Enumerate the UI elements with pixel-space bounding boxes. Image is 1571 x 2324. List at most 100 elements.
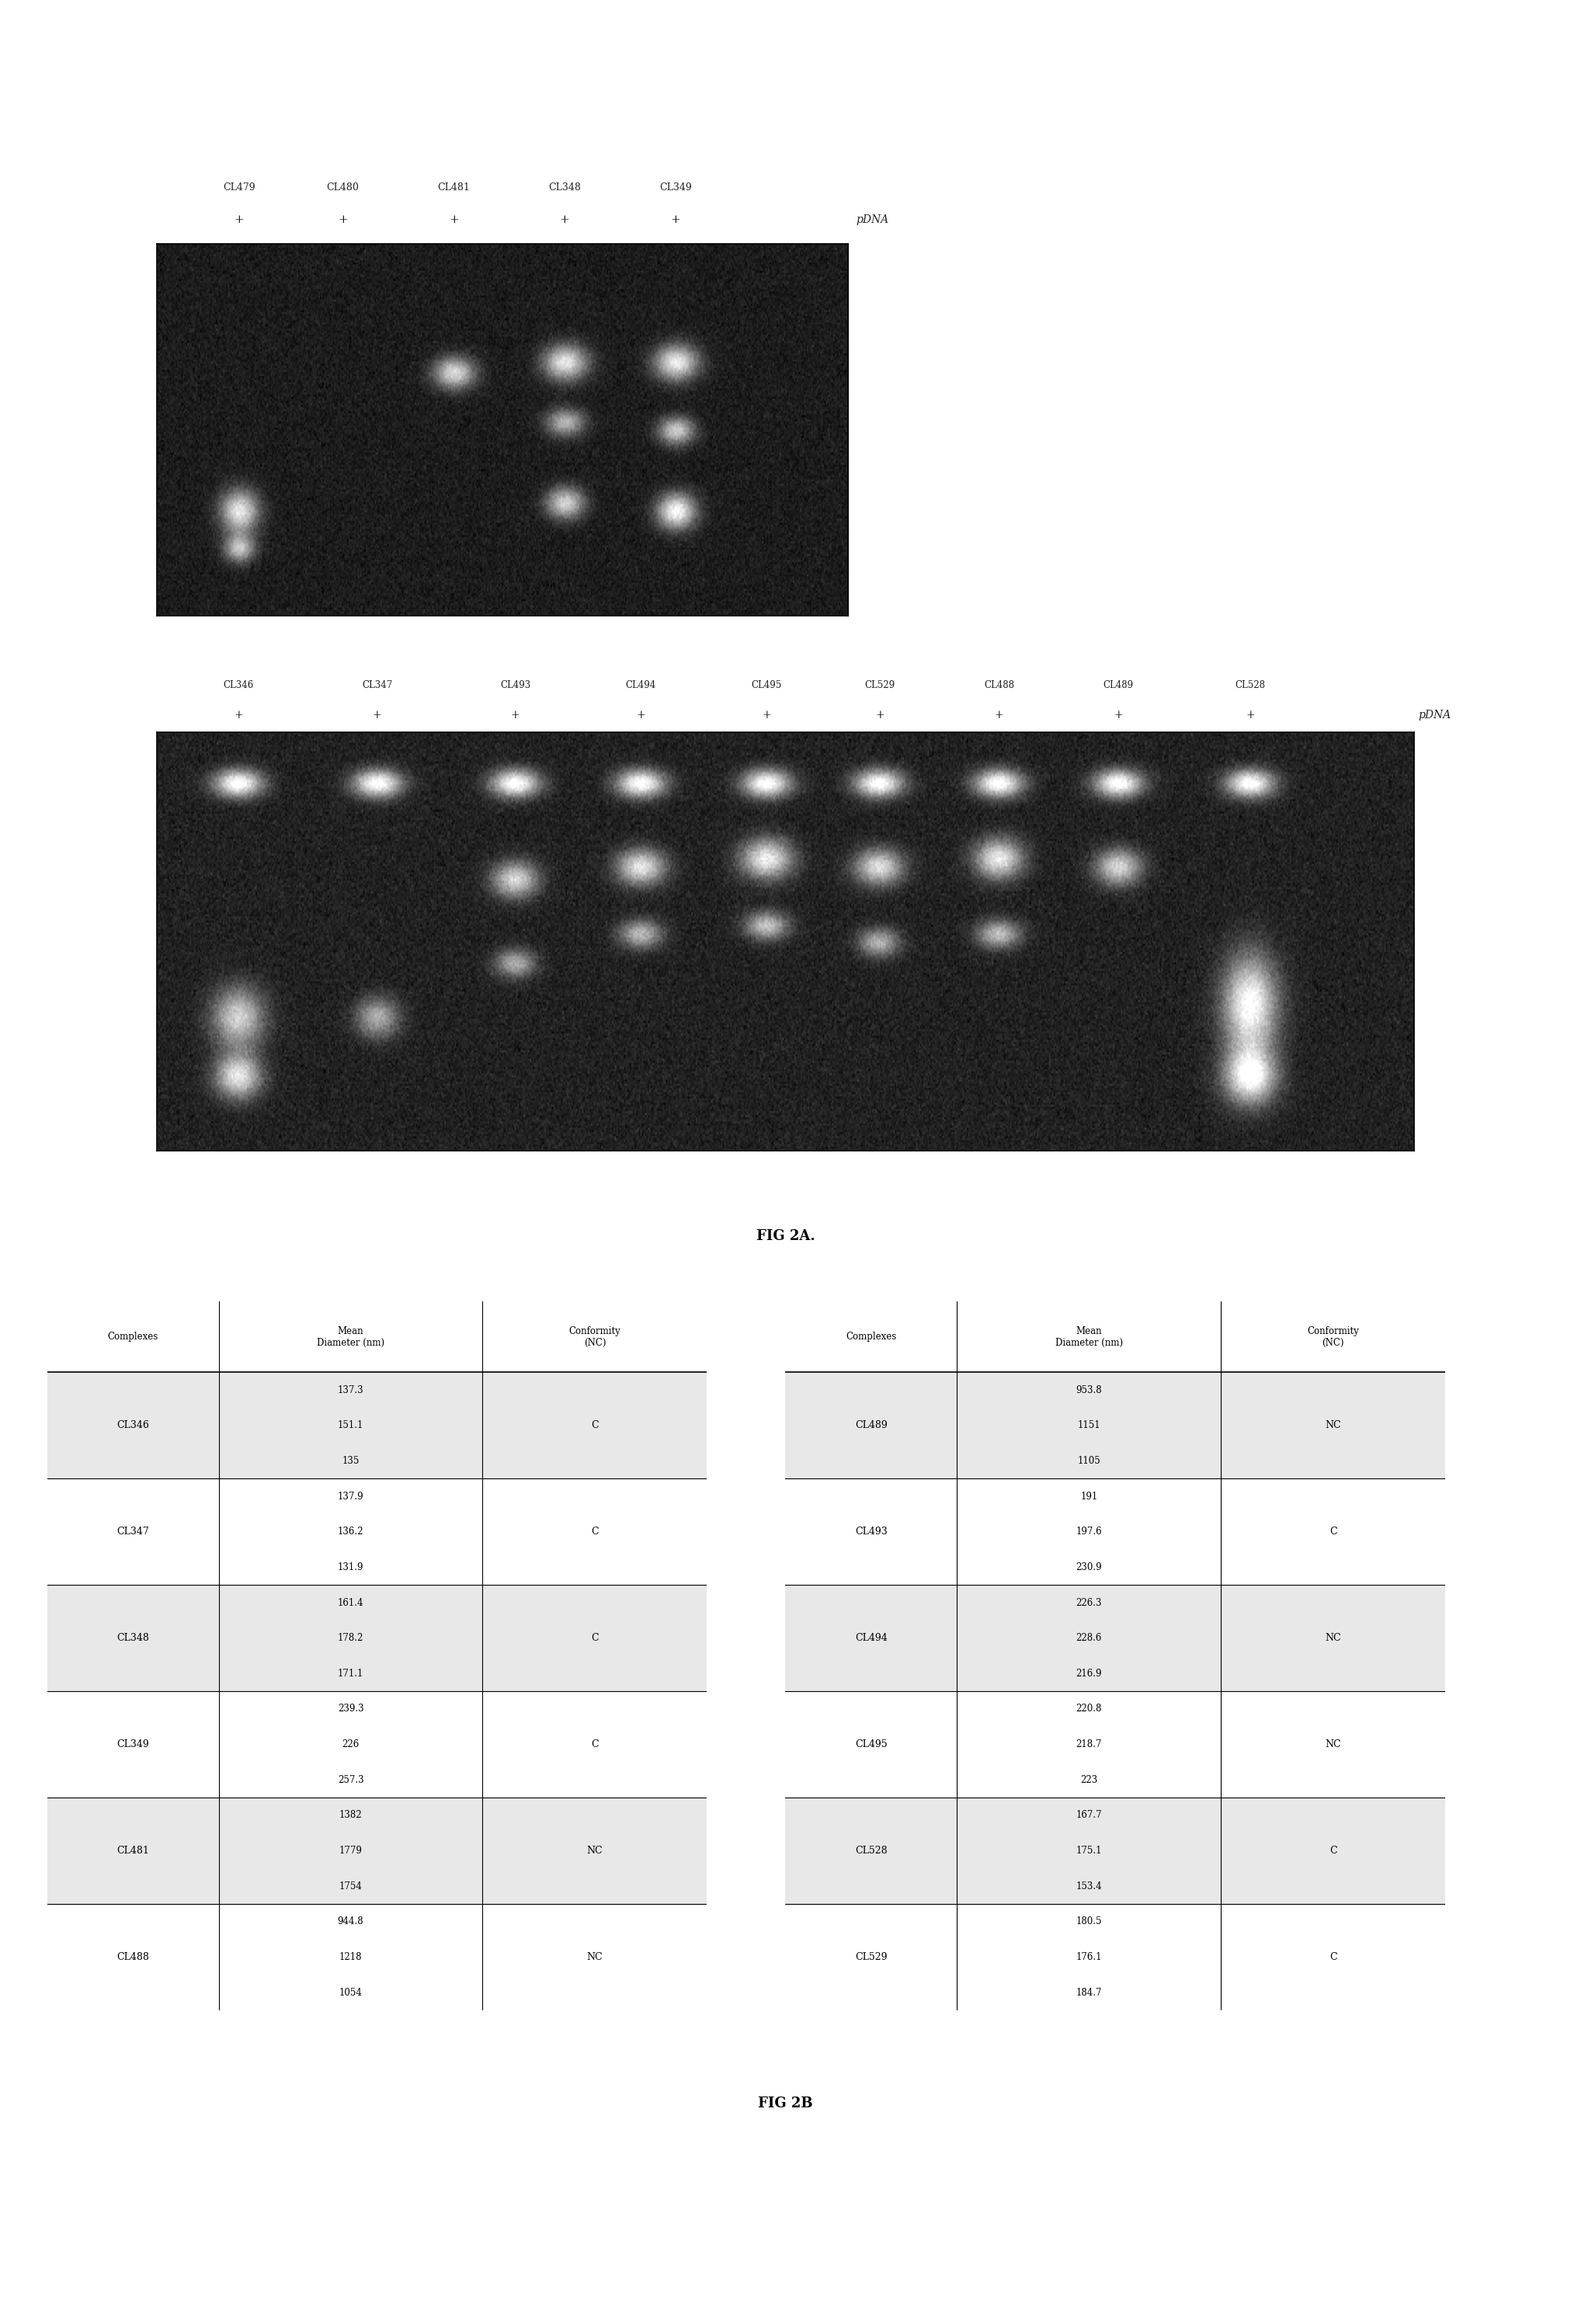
Bar — [786, 1371, 1445, 1478]
Text: CL528: CL528 — [1235, 681, 1266, 690]
Text: CL488: CL488 — [983, 681, 1015, 690]
Text: NC: NC — [588, 1845, 603, 1857]
Text: 220.8: 220.8 — [1076, 1703, 1101, 1715]
Text: C: C — [591, 1738, 599, 1750]
Text: 131.9: 131.9 — [338, 1562, 363, 1573]
Text: +: + — [671, 214, 680, 225]
Text: 178.2: 178.2 — [338, 1634, 363, 1643]
Text: 136.2: 136.2 — [338, 1527, 363, 1536]
Text: CL489: CL489 — [1103, 681, 1134, 690]
Text: Complexes: Complexes — [845, 1332, 897, 1341]
Text: Mean
Diameter (nm): Mean Diameter (nm) — [317, 1327, 385, 1348]
Bar — [47, 1371, 707, 1478]
Text: 137.9: 137.9 — [338, 1492, 364, 1501]
Text: CL493: CL493 — [500, 681, 531, 690]
Text: 1382: 1382 — [339, 1810, 363, 1820]
Bar — [786, 1799, 1445, 1903]
Text: 944.8: 944.8 — [338, 1917, 364, 1927]
Text: 216.9: 216.9 — [1076, 1669, 1101, 1678]
Text: CL349: CL349 — [116, 1738, 149, 1750]
Text: CL489: CL489 — [855, 1420, 888, 1432]
Text: CL348: CL348 — [548, 184, 581, 193]
Text: CL347: CL347 — [116, 1527, 149, 1536]
Text: 161.4: 161.4 — [338, 1597, 363, 1608]
Text: +: + — [1114, 709, 1123, 720]
Text: CL495: CL495 — [855, 1738, 888, 1750]
Text: +: + — [449, 214, 459, 225]
Text: 218.7: 218.7 — [1076, 1738, 1101, 1750]
Text: CL494: CL494 — [625, 681, 657, 690]
Text: CL495: CL495 — [751, 681, 782, 690]
Text: +: + — [338, 214, 347, 225]
Text: +: + — [1246, 709, 1255, 720]
Bar — [786, 1301, 1445, 1371]
Text: CL346: CL346 — [116, 1420, 149, 1432]
Text: CL349: CL349 — [660, 184, 691, 193]
Text: 153.4: 153.4 — [1076, 1880, 1103, 1892]
Text: 180.5: 180.5 — [1076, 1917, 1101, 1927]
Text: 257.3: 257.3 — [338, 1776, 364, 1785]
Bar — [47, 1903, 707, 2010]
Text: C: C — [1329, 1952, 1337, 1961]
Text: 1151: 1151 — [1078, 1420, 1101, 1432]
Text: C: C — [591, 1527, 599, 1536]
Text: CL348: CL348 — [116, 1634, 149, 1643]
Text: 228.6: 228.6 — [1076, 1634, 1101, 1643]
Text: CL479: CL479 — [223, 184, 256, 193]
Text: 1054: 1054 — [339, 1987, 363, 1999]
Text: FIG 2B: FIG 2B — [759, 2096, 812, 2110]
Text: C: C — [591, 1634, 599, 1643]
Text: +: + — [559, 214, 570, 225]
Bar — [786, 1585, 1445, 1692]
Text: 176.1: 176.1 — [1076, 1952, 1101, 1961]
Text: +: + — [762, 709, 771, 720]
Text: +: + — [372, 709, 382, 720]
Text: +: + — [234, 709, 244, 720]
Bar — [786, 1692, 1445, 1799]
Text: 1105: 1105 — [1078, 1455, 1101, 1466]
Bar — [786, 1478, 1445, 1585]
Text: 230.9: 230.9 — [1076, 1562, 1103, 1573]
Text: CL346: CL346 — [223, 681, 255, 690]
Text: Conformity
(NC): Conformity (NC) — [569, 1327, 621, 1348]
Text: 1218: 1218 — [339, 1952, 361, 1961]
Text: 1754: 1754 — [339, 1880, 363, 1892]
Text: 184.7: 184.7 — [1076, 1987, 1101, 1999]
Text: pDNA: pDNA — [856, 214, 889, 225]
Text: CL480: CL480 — [327, 184, 360, 193]
Text: 953.8: 953.8 — [1076, 1385, 1103, 1394]
Text: +: + — [636, 709, 646, 720]
Text: 151.1: 151.1 — [338, 1420, 363, 1432]
Bar — [47, 1478, 707, 1585]
Text: 137.3: 137.3 — [338, 1385, 364, 1394]
Text: CL529: CL529 — [855, 1952, 888, 1961]
Text: 197.6: 197.6 — [1076, 1527, 1103, 1536]
Text: 239.3: 239.3 — [338, 1703, 364, 1715]
Text: +: + — [511, 709, 520, 720]
Text: CL481: CL481 — [437, 184, 470, 193]
Text: 223: 223 — [1081, 1776, 1098, 1785]
Bar — [47, 1301, 707, 1371]
Text: CL494: CL494 — [855, 1634, 888, 1643]
Text: CL493: CL493 — [855, 1527, 888, 1536]
Text: CL488: CL488 — [116, 1952, 149, 1961]
Text: CL528: CL528 — [855, 1845, 888, 1857]
Text: CL481: CL481 — [116, 1845, 149, 1857]
Bar — [786, 1903, 1445, 2010]
Text: NC: NC — [1326, 1634, 1342, 1643]
Text: NC: NC — [588, 1952, 603, 1961]
Text: +: + — [875, 709, 884, 720]
Text: 226: 226 — [342, 1738, 360, 1750]
Text: Conformity
(NC): Conformity (NC) — [1307, 1327, 1359, 1348]
Text: CL347: CL347 — [361, 681, 393, 690]
Text: +: + — [234, 214, 244, 225]
Text: 226.3: 226.3 — [1076, 1597, 1101, 1608]
Text: C: C — [591, 1420, 599, 1432]
Text: Mean
Diameter (nm): Mean Diameter (nm) — [1056, 1327, 1123, 1348]
Text: 167.7: 167.7 — [1076, 1810, 1103, 1820]
Text: C: C — [1329, 1845, 1337, 1857]
Text: 175.1: 175.1 — [1076, 1845, 1101, 1857]
Text: pDNA: pDNA — [1419, 709, 1452, 720]
Text: Complexes: Complexes — [107, 1332, 159, 1341]
Text: 1779: 1779 — [339, 1845, 363, 1857]
